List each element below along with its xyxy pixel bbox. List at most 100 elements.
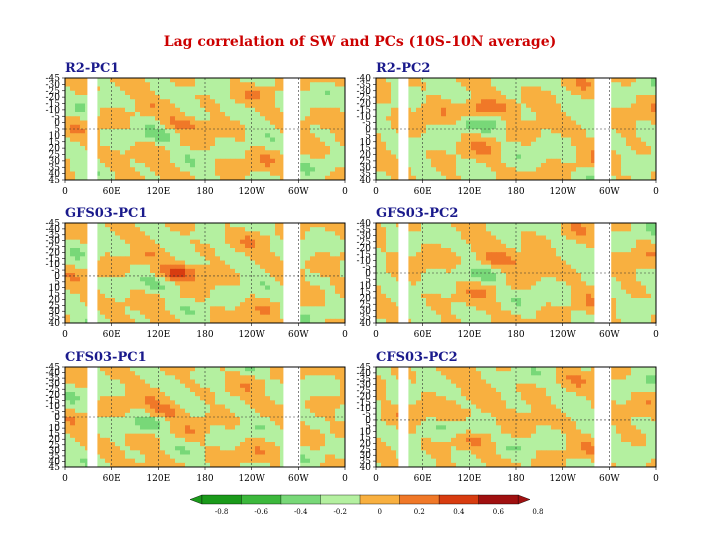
panel-title: GFS03-PC1	[65, 206, 147, 221]
heatmap-cell	[180, 175, 186, 180]
heatmap-cell	[195, 318, 201, 323]
heatmap-cell	[125, 175, 131, 180]
heatmap-cell	[526, 124, 532, 130]
heatmap-cell	[471, 163, 477, 168]
heatmap-cell	[70, 175, 76, 180]
heatmap-cell	[115, 243, 121, 249]
heatmap-cell	[551, 95, 557, 100]
heatmap-cell	[120, 252, 126, 257]
heatmap-cell	[320, 293, 326, 299]
heatmap-cell	[491, 277, 497, 282]
heatmap-cell	[511, 273, 517, 278]
heatmap-cell	[426, 99, 432, 104]
heatmap-cell	[165, 273, 171, 278]
heatmap-cell	[381, 124, 387, 130]
heatmap-cell	[275, 95, 281, 100]
heatmap-cell	[105, 223, 111, 228]
heatmap-cell	[200, 252, 206, 257]
heatmap-cell	[556, 137, 562, 143]
heatmap-cell	[210, 150, 216, 155]
heatmap-cell	[566, 264, 572, 270]
heatmap-cell	[466, 273, 472, 278]
heatmap-cell	[320, 252, 326, 257]
heatmap-cell	[255, 129, 261, 134]
heatmap-cell	[381, 243, 387, 249]
heatmap-cell	[165, 124, 171, 130]
heatmap-cell	[391, 95, 397, 100]
heatmap-cell	[381, 277, 387, 282]
heatmap-cell	[260, 248, 266, 253]
heatmap-cell	[441, 239, 447, 245]
heatmap-cell	[516, 141, 522, 147]
heatmap-cell	[581, 223, 587, 228]
heatmap-cell	[406, 235, 412, 241]
heatmap-cell	[165, 95, 171, 100]
heatmap-cell	[250, 124, 256, 130]
heatmap-cell	[120, 268, 126, 274]
heatmap-cell	[120, 175, 126, 180]
heatmap-cell	[70, 252, 76, 257]
heatmap-cell	[576, 116, 582, 121]
heatmap-cell	[376, 273, 382, 278]
heatmap-cell	[330, 248, 336, 253]
heatmap-cell	[190, 264, 196, 270]
heatmap-cell	[526, 163, 532, 168]
heatmap-cell	[280, 235, 286, 241]
heatmap-cell	[551, 103, 557, 109]
heatmap-cell	[235, 314, 241, 320]
heatmap-cell	[536, 273, 542, 278]
heatmap-cell	[230, 129, 236, 134]
heatmap-cell	[546, 120, 552, 126]
heatmap-cell	[581, 90, 587, 96]
heatmap-cell	[150, 285, 156, 291]
heatmap-cell	[235, 150, 241, 155]
heatmap-cell	[310, 252, 316, 257]
heatmap-cell	[456, 256, 462, 261]
heatmap-cell	[160, 310, 166, 316]
heatmap-cell	[611, 239, 617, 245]
heatmap-cell	[646, 175, 652, 180]
heatmap-cell	[190, 243, 196, 249]
heatmap-cell	[320, 268, 326, 274]
heatmap-cell	[75, 86, 81, 92]
heatmap-cell	[586, 268, 592, 274]
heatmap-cell	[65, 167, 71, 172]
heatmap-cell	[411, 260, 417, 266]
heatmap-cell	[270, 285, 276, 291]
heatmap-cell	[160, 86, 166, 92]
heatmap-cell	[441, 163, 447, 168]
heatmap-cell	[105, 175, 111, 180]
y-tick-label: -15	[357, 106, 372, 116]
heatmap-cell	[145, 277, 151, 282]
heatmap-cell	[230, 289, 236, 295]
heatmap-cell	[441, 227, 447, 232]
heatmap-cell	[325, 243, 331, 249]
heatmap-cell	[511, 137, 517, 143]
heatmap-cell	[175, 175, 181, 180]
heatmap-cell	[456, 252, 462, 257]
heatmap-cell	[335, 154, 341, 160]
heatmap-cell	[260, 129, 266, 134]
heatmap-cell	[225, 171, 231, 177]
heatmap-cell	[591, 137, 597, 143]
heatmap-cell	[641, 171, 647, 177]
heatmap-cell	[130, 289, 136, 295]
heatmap-cell	[180, 124, 186, 130]
heatmap-cell	[140, 260, 146, 266]
heatmap-cell	[210, 112, 216, 117]
heatmap-cell	[476, 264, 482, 270]
heatmap-cell	[175, 306, 181, 311]
heatmap-cell	[195, 264, 201, 270]
heatmap-cell	[65, 248, 71, 253]
heatmap-cell	[280, 310, 286, 316]
heatmap-cell	[651, 175, 656, 180]
heatmap-cell	[335, 137, 341, 143]
heatmap-cell	[245, 137, 251, 143]
heatmap-cell	[80, 289, 86, 295]
heatmap-cell	[621, 243, 627, 249]
heatmap-cell	[210, 163, 216, 168]
heatmap-cell	[235, 133, 241, 138]
heatmap-cell	[466, 264, 472, 270]
heatmap-cell	[496, 243, 502, 249]
heatmap-cell	[305, 231, 311, 236]
